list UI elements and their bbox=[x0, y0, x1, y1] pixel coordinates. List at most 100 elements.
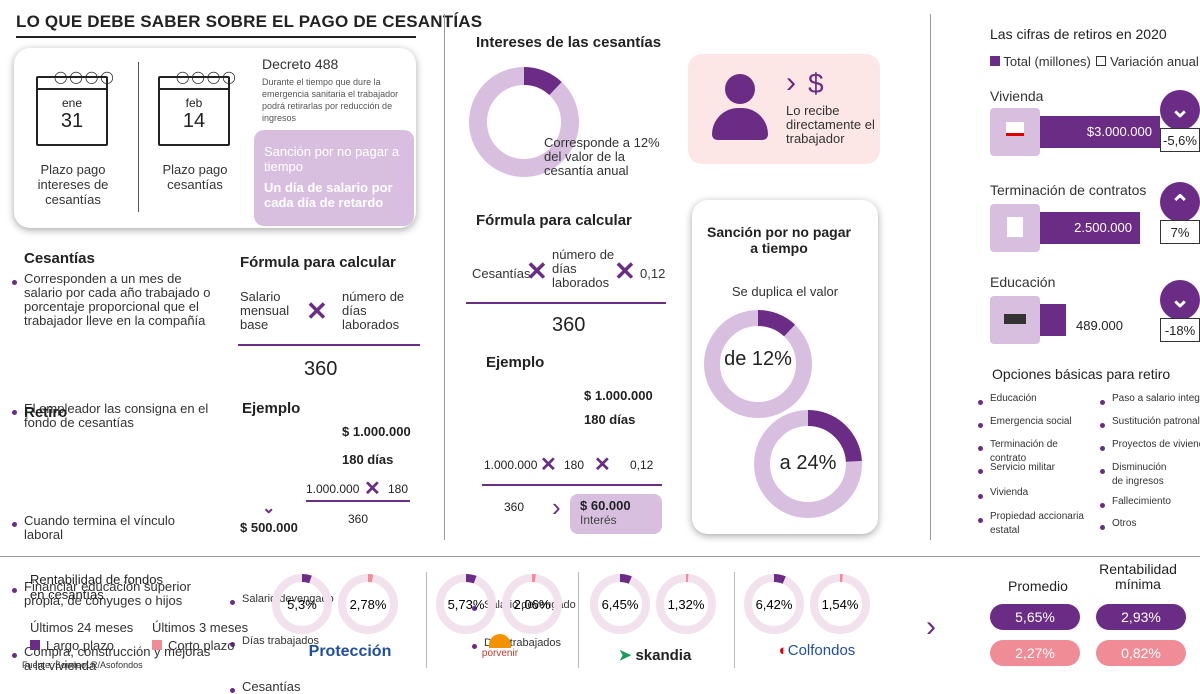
calc-b: 180 bbox=[388, 482, 409, 496]
list-item: Cuando termina el vínculo laboral bbox=[10, 514, 210, 542]
calc-b: 180 bbox=[564, 458, 585, 472]
list-item: Compra, construcción y mejoras a la vivi… bbox=[10, 645, 220, 673]
donut-value bbox=[704, 310, 812, 418]
calendar-day: 14 bbox=[182, 110, 206, 132]
list-item: Emergencia social bbox=[976, 415, 1096, 438]
donut-value bbox=[338, 574, 398, 634]
sancion-pct2-label: a 24% bbox=[779, 452, 837, 474]
donut-track bbox=[590, 574, 650, 634]
sun-icon bbox=[489, 634, 511, 648]
fund-donut-corto: 1,54% bbox=[810, 574, 870, 634]
fund-donut-largo: 6,45% bbox=[590, 574, 650, 634]
sancion-donut-24 bbox=[754, 410, 862, 518]
fund-donut-corto: 2,06% bbox=[502, 574, 562, 634]
retiro-label: Terminación de contratos bbox=[990, 182, 1147, 198]
fund-value: 5,3% bbox=[287, 597, 317, 612]
sancion-pct1-label: de 12% bbox=[724, 348, 792, 370]
list-item: Sustitución patronal bbox=[1098, 415, 1200, 438]
legend-swatch-corto bbox=[152, 640, 162, 650]
row-label: Salario devengado bbox=[228, 592, 1200, 606]
donut-value bbox=[754, 410, 862, 518]
chevron-down-icon: ⌄ bbox=[1160, 90, 1200, 130]
chevron-down-icon: ⌄ bbox=[262, 500, 276, 517]
intereses-title: Intereses de las cesantías bbox=[476, 34, 662, 51]
cesantias-title: Cesantías bbox=[24, 250, 95, 267]
calendar-label: Plazo pago intereses de cesantías bbox=[37, 162, 109, 207]
donut-value bbox=[469, 67, 579, 177]
minima-title: Rentabilidad mínima bbox=[1099, 561, 1177, 592]
calendar-ene: ◯◯◯◯ ene 31 bbox=[36, 70, 114, 146]
fraction-line bbox=[306, 500, 410, 502]
fund-donut-largo: 5,3% bbox=[272, 574, 332, 634]
divider bbox=[930, 14, 931, 540]
fund-value: 2,06% bbox=[514, 597, 551, 612]
chevron-down-icon: ⌄ bbox=[1160, 280, 1200, 320]
multiply-icon: ✕ bbox=[540, 454, 557, 476]
donut-track bbox=[744, 574, 804, 634]
formula-left: Cesantías bbox=[472, 266, 531, 281]
sancion-donut-12 bbox=[704, 310, 812, 418]
retiro-change: -18% bbox=[1160, 318, 1200, 342]
calc-c: 0,12 bbox=[630, 458, 654, 472]
sancion-text: Se duplica el valor bbox=[731, 284, 839, 299]
list-item: Terminación de contrato bbox=[976, 438, 1096, 464]
multiply-icon: ✕ bbox=[364, 478, 381, 500]
sancion-text: Un día de salario por cada día de retard… bbox=[264, 180, 393, 210]
calc-a: 1.000.000 bbox=[306, 482, 360, 496]
retiro-value: $3.000.000 bbox=[1086, 124, 1152, 139]
legend-total: Total (millones) bbox=[1003, 54, 1091, 69]
legend-largo-label: Largo plazo bbox=[46, 638, 114, 653]
minima-largo: 2,93% bbox=[1096, 604, 1186, 630]
chevron-right-icon: › bbox=[786, 66, 796, 99]
recibe-text: Lo recibe directamente el trabajador bbox=[786, 103, 875, 146]
legend-swatch-var bbox=[1096, 56, 1107, 66]
donut-value bbox=[810, 574, 870, 634]
list-item: Proyectos de vivienda bbox=[1098, 438, 1200, 461]
calendar-day: 31 bbox=[60, 110, 84, 132]
retiro-label: Vivienda bbox=[990, 88, 1044, 104]
calc-div: 360 bbox=[504, 500, 525, 514]
opciones-title: Opciones básicas para retiro bbox=[992, 366, 1171, 382]
sancion-title: Sanción por no pagar a tiempo bbox=[264, 144, 400, 174]
calendar-month: ene bbox=[61, 96, 83, 110]
decreto-text: Durante el tiempo que dure la emergencia… bbox=[262, 77, 399, 123]
multiply-icon: ✕ bbox=[614, 256, 636, 286]
retiro-change: 7% bbox=[1160, 220, 1200, 244]
graduation-cap-icon bbox=[990, 296, 1040, 344]
ejemplo-title: Ejemplo bbox=[242, 400, 301, 417]
legend-swatch-largo bbox=[30, 640, 40, 650]
list-item: Financiar educación superior propia, de … bbox=[10, 580, 220, 608]
fund-logo-skandia: ➤ skandia bbox=[618, 647, 692, 664]
chevron-right-icon: › bbox=[552, 492, 561, 522]
rentabilidad-title: Rentabilidad de fondos en cesantías bbox=[30, 572, 163, 602]
recibe-box bbox=[688, 54, 880, 164]
divider bbox=[578, 572, 579, 668]
fund-logo-colfondos: ◐Colfondos bbox=[778, 642, 856, 659]
intereses-desc: Corresponde a 12% del valor de la cesant… bbox=[544, 135, 660, 178]
fund-donut-largo: 6,42% bbox=[744, 574, 804, 634]
promedio-corto: 2,27% bbox=[990, 640, 1080, 666]
chevron-right-icon: › bbox=[926, 610, 936, 643]
document-icon bbox=[990, 204, 1040, 252]
decreto-title: Decreto 488 bbox=[262, 56, 339, 72]
donut-value bbox=[436, 574, 496, 634]
calendar-feb: ◯◯◯◯ feb 14 bbox=[158, 70, 236, 146]
retiro-label: Educación bbox=[990, 274, 1056, 290]
row-value: 180 días bbox=[584, 412, 636, 427]
list-item: Paso a salario integral bbox=[1098, 392, 1200, 415]
retiro-bar bbox=[1040, 304, 1066, 336]
formula-title: Fórmula para calcular bbox=[476, 212, 632, 229]
decreto-sancion-box: Sanción por no pagar a tiempo Un día de … bbox=[254, 130, 414, 226]
list-item: Disminución de ingresos bbox=[1098, 461, 1178, 495]
fund-donut-corto: 1,32% bbox=[656, 574, 716, 634]
retiro-value: 2.500.000 bbox=[1074, 220, 1132, 235]
fund-donut-corto: 2,78% bbox=[338, 574, 398, 634]
retiro-value: 489.000 bbox=[1076, 318, 1123, 333]
calc-label: Cesantías bbox=[228, 680, 1200, 694]
calendar-label: Plazo pago cesantías bbox=[162, 162, 228, 192]
fraction-line bbox=[466, 302, 666, 304]
row-value: $ 1.000.000 bbox=[584, 388, 653, 403]
retiro-bar: 2.500.000 bbox=[1040, 212, 1140, 244]
multiply-icon: ✕ bbox=[526, 256, 548, 286]
list-item: El empleador las consigna en el fondo de… bbox=[10, 402, 210, 430]
